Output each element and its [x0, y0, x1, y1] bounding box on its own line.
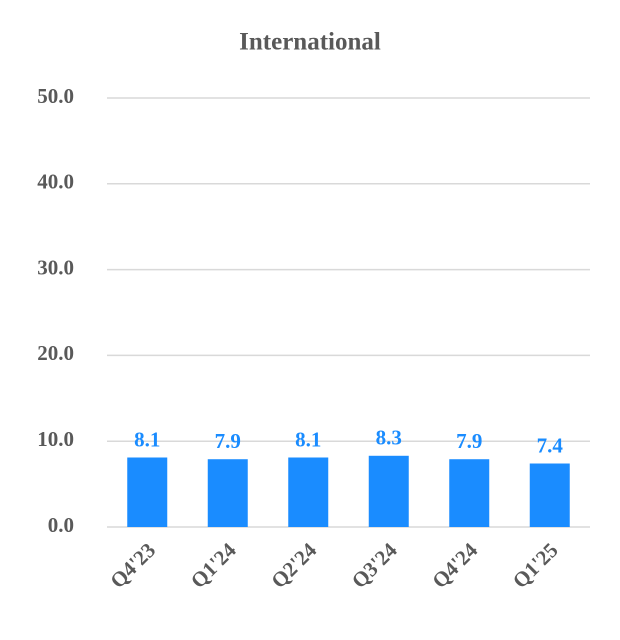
- x-tick-label: Q1'25: [508, 538, 563, 593]
- y-tick-label: 20.0: [37, 341, 74, 365]
- bar: [449, 459, 490, 527]
- value-label: 7.9: [456, 429, 482, 453]
- bar: [288, 457, 329, 527]
- bar: [368, 455, 409, 527]
- value-label: 8.1: [295, 427, 321, 451]
- y-tick-label: 10.0: [37, 427, 74, 451]
- bar: [127, 457, 168, 527]
- y-tick-label: 0.0: [48, 513, 74, 537]
- chart-title: International: [239, 29, 381, 56]
- y-tick-label: 40.0: [37, 170, 74, 194]
- x-tick-label: Q3'24: [347, 538, 402, 593]
- value-label: 7.4: [537, 433, 564, 457]
- value-label: 8.1: [134, 427, 160, 451]
- y-tick-label: 30.0: [37, 255, 74, 279]
- x-tick-label: Q4'23: [105, 538, 160, 593]
- bar: [529, 463, 570, 527]
- x-tick-label: Q2'24: [266, 538, 321, 593]
- y-tick-label: 50.0: [37, 84, 74, 108]
- value-label: 8.3: [376, 426, 402, 450]
- bar: [207, 459, 248, 527]
- x-tick-label: Q1'24: [186, 538, 241, 593]
- value-label: 7.9: [215, 429, 241, 453]
- x-tick-label: Q4'24: [427, 538, 482, 593]
